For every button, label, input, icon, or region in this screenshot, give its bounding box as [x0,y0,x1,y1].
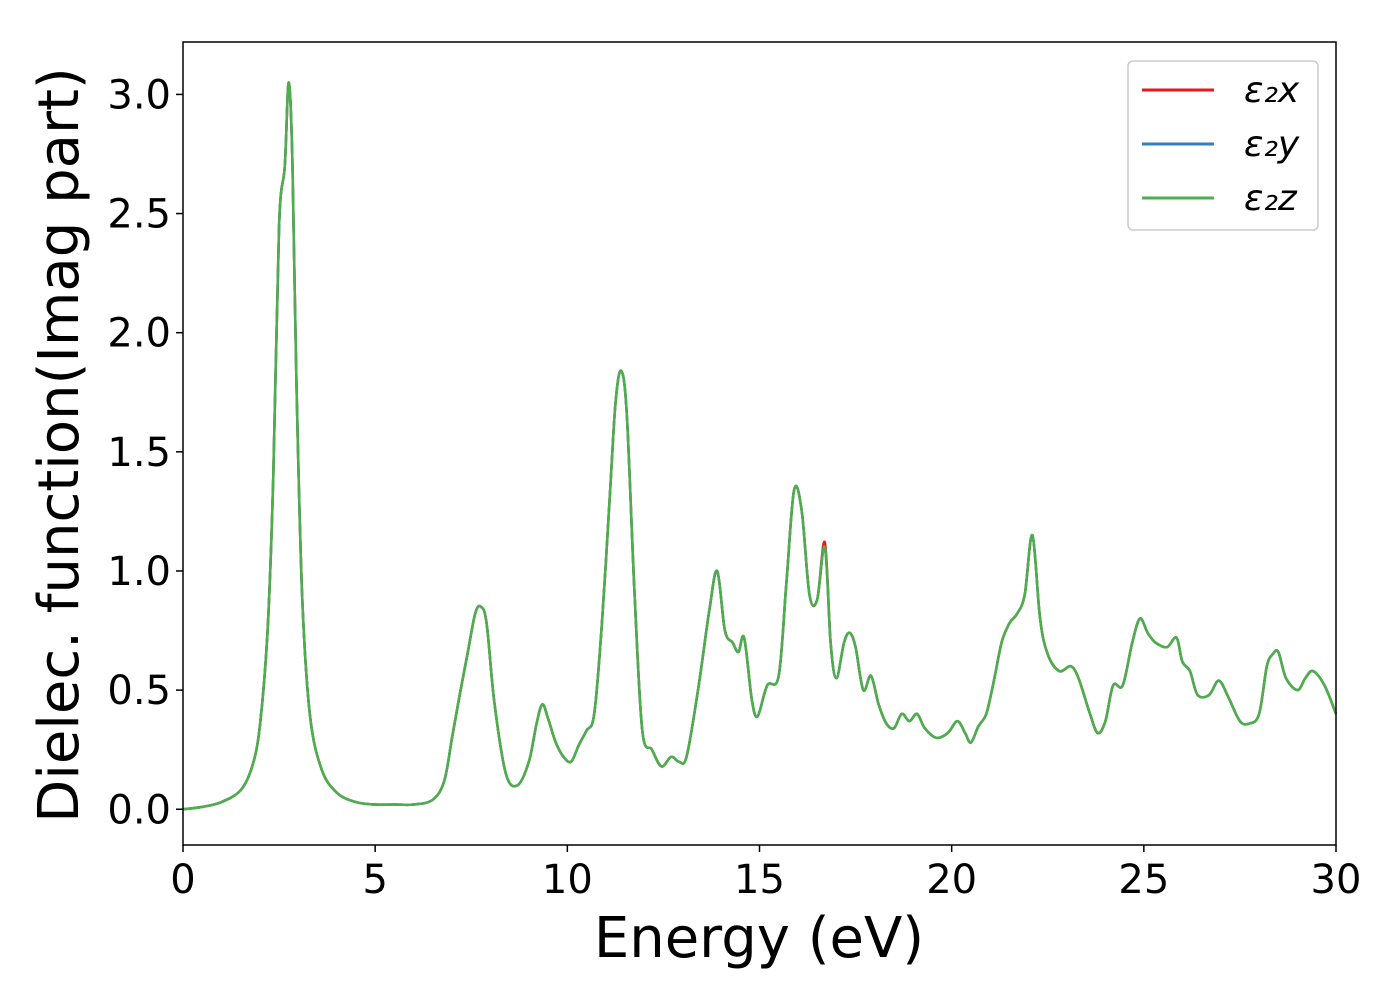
x-tick-label: 10 [542,857,593,903]
series-line-2 [182,81,1338,811]
x-tick-label: 0 [170,857,195,903]
axis-ticks: 0 5 10 15 20 25 30 0.0 0.5 1.0 1.5 2.0 2.5 3.0 [107,72,1361,903]
y-tick-label: 1.0 [107,549,171,595]
legend: ε₂x ε₂y ε₂z [1127,60,1319,231]
legend-label-2: ε₂z [1244,178,1298,219]
x-tick-label: 25 [1118,857,1169,903]
x-tick-label: 5 [362,857,387,903]
plot-area [182,81,1338,811]
y-tick-label: 0.5 [107,668,171,714]
legend-label-1: ε₂y [1244,124,1300,165]
y-tick-label: 1.5 [107,430,171,476]
legend-box [1127,60,1319,231]
plot-frame [182,41,1337,846]
x-tick-label: 15 [734,857,785,903]
y-tick-label: 2.5 [107,192,171,238]
x-tick-label: 20 [926,857,977,903]
y-tick-label: 2.0 [107,311,171,357]
legend-label-0: ε₂x [1244,70,1300,111]
x-axis-label: Energy (eV) [594,906,924,971]
x-tick-label: 30 [1311,857,1362,903]
y-axis-label: Dielec. function(Imag part) [27,67,92,823]
y-tick-label: 3.0 [107,72,171,118]
y-tick-label: 0.0 [107,787,171,833]
